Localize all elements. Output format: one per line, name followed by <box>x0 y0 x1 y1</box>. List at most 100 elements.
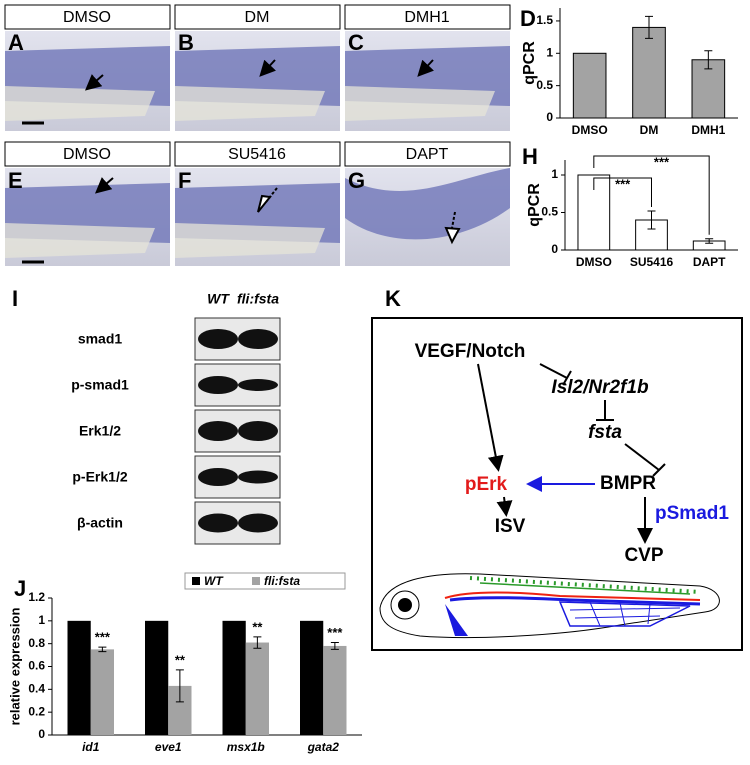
legend-label: fli:fsta <box>264 574 300 588</box>
error-bar <box>705 238 714 244</box>
y-axis-label: qPCR <box>526 183 543 227</box>
label-box <box>344 141 511 167</box>
x-tick-label: id1 <box>82 740 100 754</box>
diagram-node: CVP <box>624 545 663 566</box>
band <box>238 329 278 349</box>
panel-letter: G <box>348 168 365 193</box>
error-bar <box>175 669 184 703</box>
y-tick-label: 0.6 <box>28 659 45 673</box>
band <box>238 379 278 391</box>
bar <box>168 685 192 735</box>
significance: ** <box>252 619 263 634</box>
error-bar <box>330 642 339 650</box>
y-axis-label: qPCR <box>521 41 538 85</box>
band <box>238 513 278 533</box>
band <box>198 468 238 486</box>
panel-letter: A <box>8 30 24 55</box>
error-bar <box>647 210 656 230</box>
diagram-node: ISV <box>495 516 526 537</box>
panel-letters: A B C D E F G H I J K <box>8 6 538 601</box>
zebrafish-drawing <box>379 573 720 639</box>
significance: *** <box>95 630 111 645</box>
band <box>198 329 238 349</box>
x-tick-label: DMH1 <box>691 123 725 137</box>
band <box>238 470 278 484</box>
significance: *** <box>327 625 343 640</box>
x-tick-label: DMSO <box>572 123 608 137</box>
band <box>198 513 238 533</box>
blot-row: p-Erk1/2 <box>72 469 127 485</box>
diagram-frame <box>371 317 743 651</box>
image-label: DMH1 <box>404 9 449 26</box>
panel-letter: F <box>178 168 191 193</box>
y-tick-label: 1 <box>551 167 558 181</box>
bar <box>222 620 246 735</box>
diagram-edges <box>477 363 666 544</box>
western-blot: WT fli:fsta smad1 p-smad1 Erk1/2 p-Erk1/2 β-ac… <box>71 291 281 545</box>
image-label: DMSO <box>63 146 111 163</box>
panel-letter: D <box>520 6 536 31</box>
label-box <box>174 4 341 30</box>
diagram-node: pSmad1 <box>655 503 729 524</box>
y-tick-label: 0 <box>546 110 553 124</box>
y-tick-label: 1 <box>38 613 45 627</box>
blot-column: WT <box>207 291 230 307</box>
label-box <box>4 141 171 167</box>
bar <box>67 620 91 735</box>
y-tick-label: 0.2 <box>28 704 45 718</box>
y-tick-label: 1.2 <box>28 590 45 604</box>
bar <box>300 620 324 735</box>
x-tick-label: DM <box>640 123 659 137</box>
image-panels: DMSO DM DMH1 DMSO SU5416 DAPT <box>4 4 511 266</box>
legend-label: WT <box>204 574 224 588</box>
error-bar <box>704 50 713 70</box>
blot-row: Erk1/2 <box>79 423 121 439</box>
y-tick-label: 0 <box>551 242 558 256</box>
image-label: DMSO <box>63 9 111 26</box>
x-tick-label: gata2 <box>307 740 340 754</box>
band <box>198 421 238 441</box>
panel-letter: E <box>8 168 23 193</box>
panel-letter: B <box>178 30 194 55</box>
legend-swatch <box>192 577 200 585</box>
yolk <box>345 86 495 121</box>
y-tick-label: 1 <box>546 45 553 59</box>
image-label: DAPT <box>406 146 449 163</box>
significance: ** <box>175 652 186 667</box>
bar <box>245 642 269 735</box>
bar <box>632 26 666 119</box>
bar <box>572 52 607 119</box>
yolk <box>175 223 325 258</box>
x-tick-label: msx1b <box>227 740 265 754</box>
blot-row: p-smad1 <box>71 377 129 393</box>
x-tick-label: SU5416 <box>630 255 674 269</box>
significance: *** <box>654 154 670 169</box>
arrows-in-images <box>22 59 461 264</box>
x-tick-label: DMSO <box>576 255 612 269</box>
blot-row: β-actin <box>77 515 123 531</box>
bar <box>691 59 726 119</box>
blot-column: fli:fsta <box>237 291 279 307</box>
yolk <box>5 223 155 258</box>
yolk <box>175 86 325 121</box>
y-tick-label: 1.5 <box>536 13 553 27</box>
bracket <box>593 177 652 207</box>
panel-letter: I <box>12 286 18 311</box>
y-tick-label: 0.4 <box>28 682 45 696</box>
bar <box>577 174 611 251</box>
label-box <box>344 4 511 30</box>
panel-letter: J <box>14 576 26 601</box>
bracket <box>593 155 710 235</box>
diagram-node: VEGF/Notch <box>415 341 526 362</box>
image-label: SU5416 <box>228 146 286 163</box>
bar <box>145 620 169 735</box>
diagram-node: Isl2/Nr2f1b <box>551 377 649 398</box>
y-tick-label: 0.8 <box>28 636 45 650</box>
image-label: DM <box>245 9 270 26</box>
error-bar <box>98 646 107 653</box>
y-tick-label: 0 <box>38 727 45 741</box>
label-box <box>4 4 171 30</box>
error-bar <box>253 636 262 649</box>
